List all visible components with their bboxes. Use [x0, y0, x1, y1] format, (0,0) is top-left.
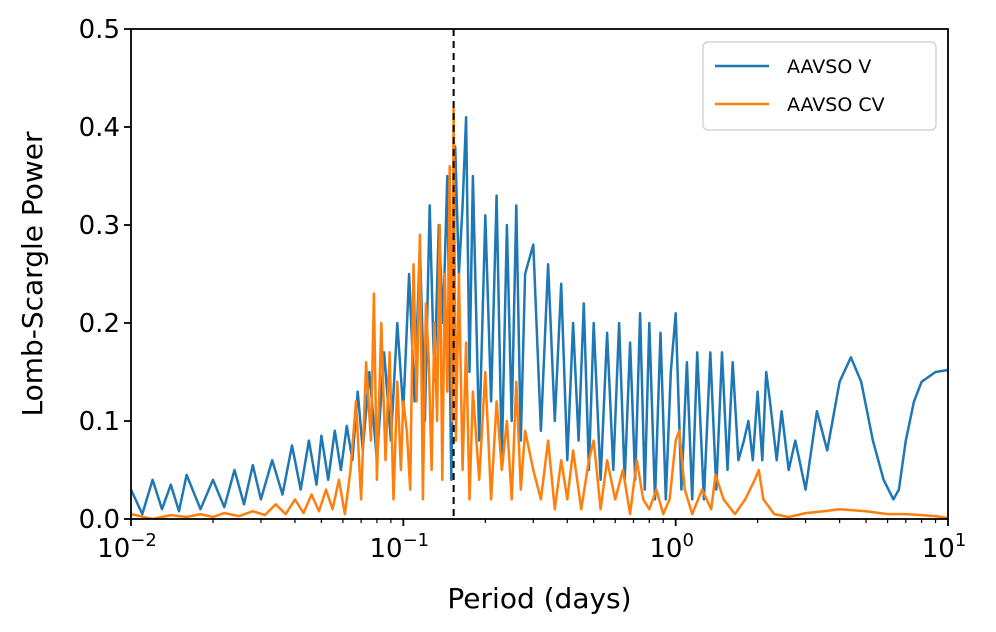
x-tick-label: 10−2 — [97, 530, 157, 564]
legend-label: AAVSO V — [787, 56, 871, 78]
y-tick-label: 0.1 — [79, 407, 120, 437]
legend: AAVSO V AAVSO CV — [702, 41, 937, 131]
series-line-aavso-v — [131, 115, 948, 516]
legend-box — [702, 41, 937, 131]
legend-label: AAVSO CV — [787, 94, 885, 116]
y-axis-title: Lomb-Scargle Power — [16, 131, 49, 417]
x-axis-title: Period (days) — [447, 582, 631, 615]
y-tick-label: 0.4 — [79, 113, 120, 143]
series-layer — [131, 106, 948, 519]
y-axis: 0.0 0.1 0.2 0.3 0.4 0.5 — [79, 15, 131, 535]
y-tick-label: 0.0 — [79, 505, 120, 535]
y-tick-label: 0.2 — [79, 309, 120, 339]
y-tick-label: 0.5 — [79, 15, 120, 45]
plot-area-frame — [130, 28, 949, 520]
series-line-aavso-cv — [131, 106, 948, 519]
y-tick-label: 0.3 — [79, 211, 120, 241]
